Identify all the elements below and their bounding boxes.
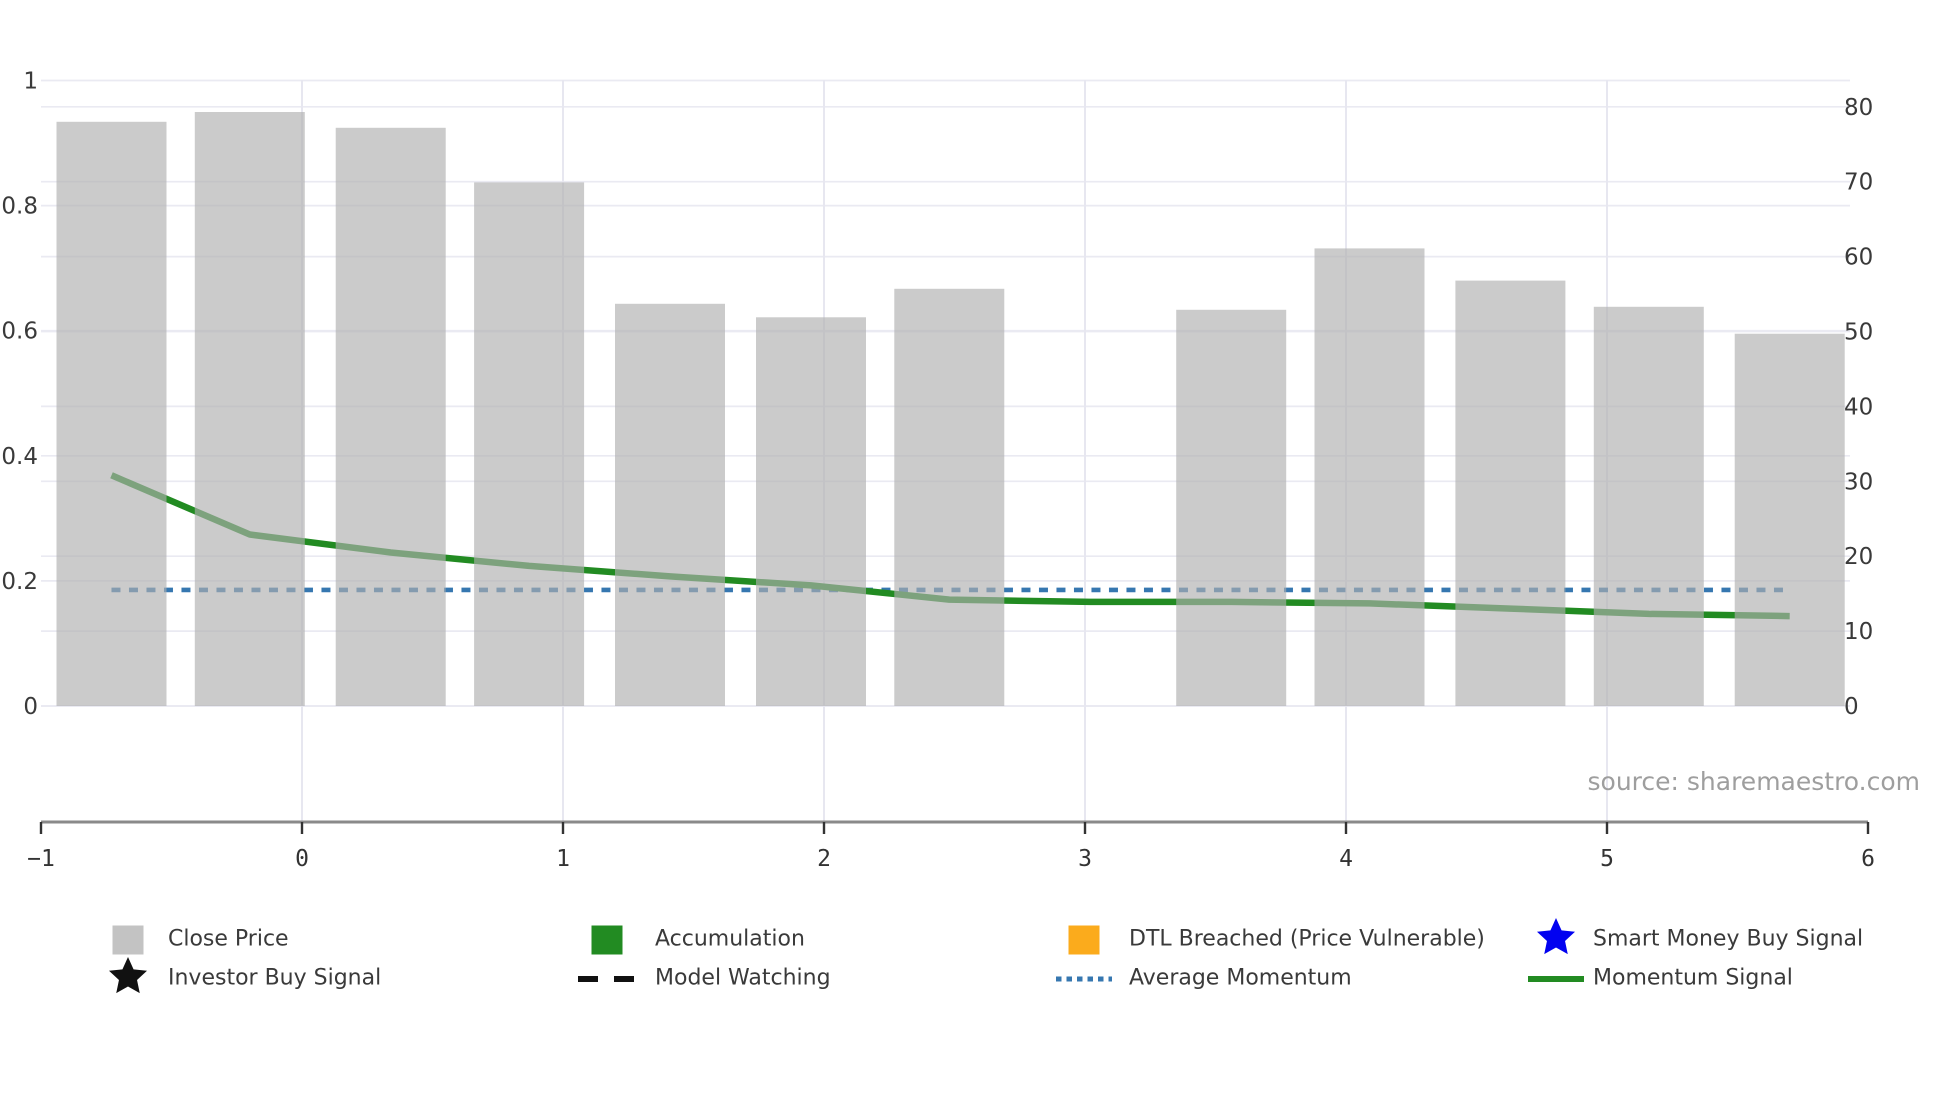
legend-star-icon [107, 956, 149, 1002]
right-axis-tick-label: 70 [1844, 170, 1873, 196]
legend-label: Model Watching [655, 965, 831, 991]
legend-dashed-line-swatch [578, 976, 636, 982]
x-axis-tick-label: −1 [27, 846, 55, 872]
close-price-bar [615, 303, 725, 706]
left-axis-tick-label: 1 [23, 69, 38, 95]
close-price-bar [1176, 309, 1287, 706]
legend-solid-line-swatch [1528, 976, 1584, 982]
right-axis-tick-label: 20 [1844, 544, 1873, 570]
x-axis-tick-label: 4 [1339, 846, 1353, 872]
left-axis-tick-label: 0.2 [1, 569, 38, 595]
legend-dotted-line-swatch [1056, 976, 1112, 982]
x-axis-tick-label: 6 [1861, 846, 1875, 872]
close-price-bar [56, 121, 167, 707]
close-price-bar [194, 112, 305, 706]
right-axis-tick-label: 0 [1844, 694, 1859, 720]
legend-label: Accumulation [655, 926, 805, 952]
legend-square-swatch [112, 925, 144, 955]
legend-star-icon [1535, 917, 1577, 963]
close-price-bar [1734, 333, 1845, 706]
right-axis-tick-label: 60 [1844, 245, 1873, 271]
right-axis-tick-label: 50 [1844, 320, 1873, 346]
right-axis-tick-label: 80 [1844, 95, 1873, 121]
legend-square-swatch [1068, 925, 1100, 955]
close-price-bar [335, 127, 446, 707]
left-axis-tick-label: 0 [23, 694, 38, 720]
close-price-bar [1314, 248, 1425, 706]
right-axis-tick-label: 30 [1844, 469, 1873, 495]
close-price-bar [756, 317, 866, 706]
legend-square-swatch [591, 925, 623, 955]
x-axis-tick-label: 2 [817, 846, 831, 872]
legend-label: Smart Money Buy Signal [1593, 926, 1864, 952]
legend-label: Close Price [168, 926, 289, 952]
x-axis-tick-label: 5 [1600, 846, 1614, 872]
left-axis-tick-label: 0.4 [1, 444, 38, 470]
left-axis-tick-label: 0.6 [1, 319, 38, 345]
right-axis-tick-label: 10 [1844, 619, 1873, 645]
legend-label: Momentum Signal [1593, 965, 1793, 991]
right-axis-tick-label: 40 [1844, 394, 1873, 420]
source-credit: source: sharemaestro.com [1588, 767, 1921, 796]
x-axis-tick-label: 3 [1078, 846, 1092, 872]
left-axis-tick-label: 0.8 [1, 194, 38, 220]
x-axis-tick-label: 1 [556, 846, 570, 872]
close-price-bar [894, 288, 1005, 706]
legend-label: Average Momentum [1129, 965, 1352, 991]
legend-label: DTL Breached (Price Vulnerable) [1129, 926, 1485, 952]
legend-label: Investor Buy Signal [168, 965, 382, 991]
x-axis-tick-label: 0 [295, 846, 309, 872]
close-price-bar [1455, 280, 1566, 706]
close-price-bar [1593, 306, 1704, 706]
close-price-bar [474, 182, 585, 706]
